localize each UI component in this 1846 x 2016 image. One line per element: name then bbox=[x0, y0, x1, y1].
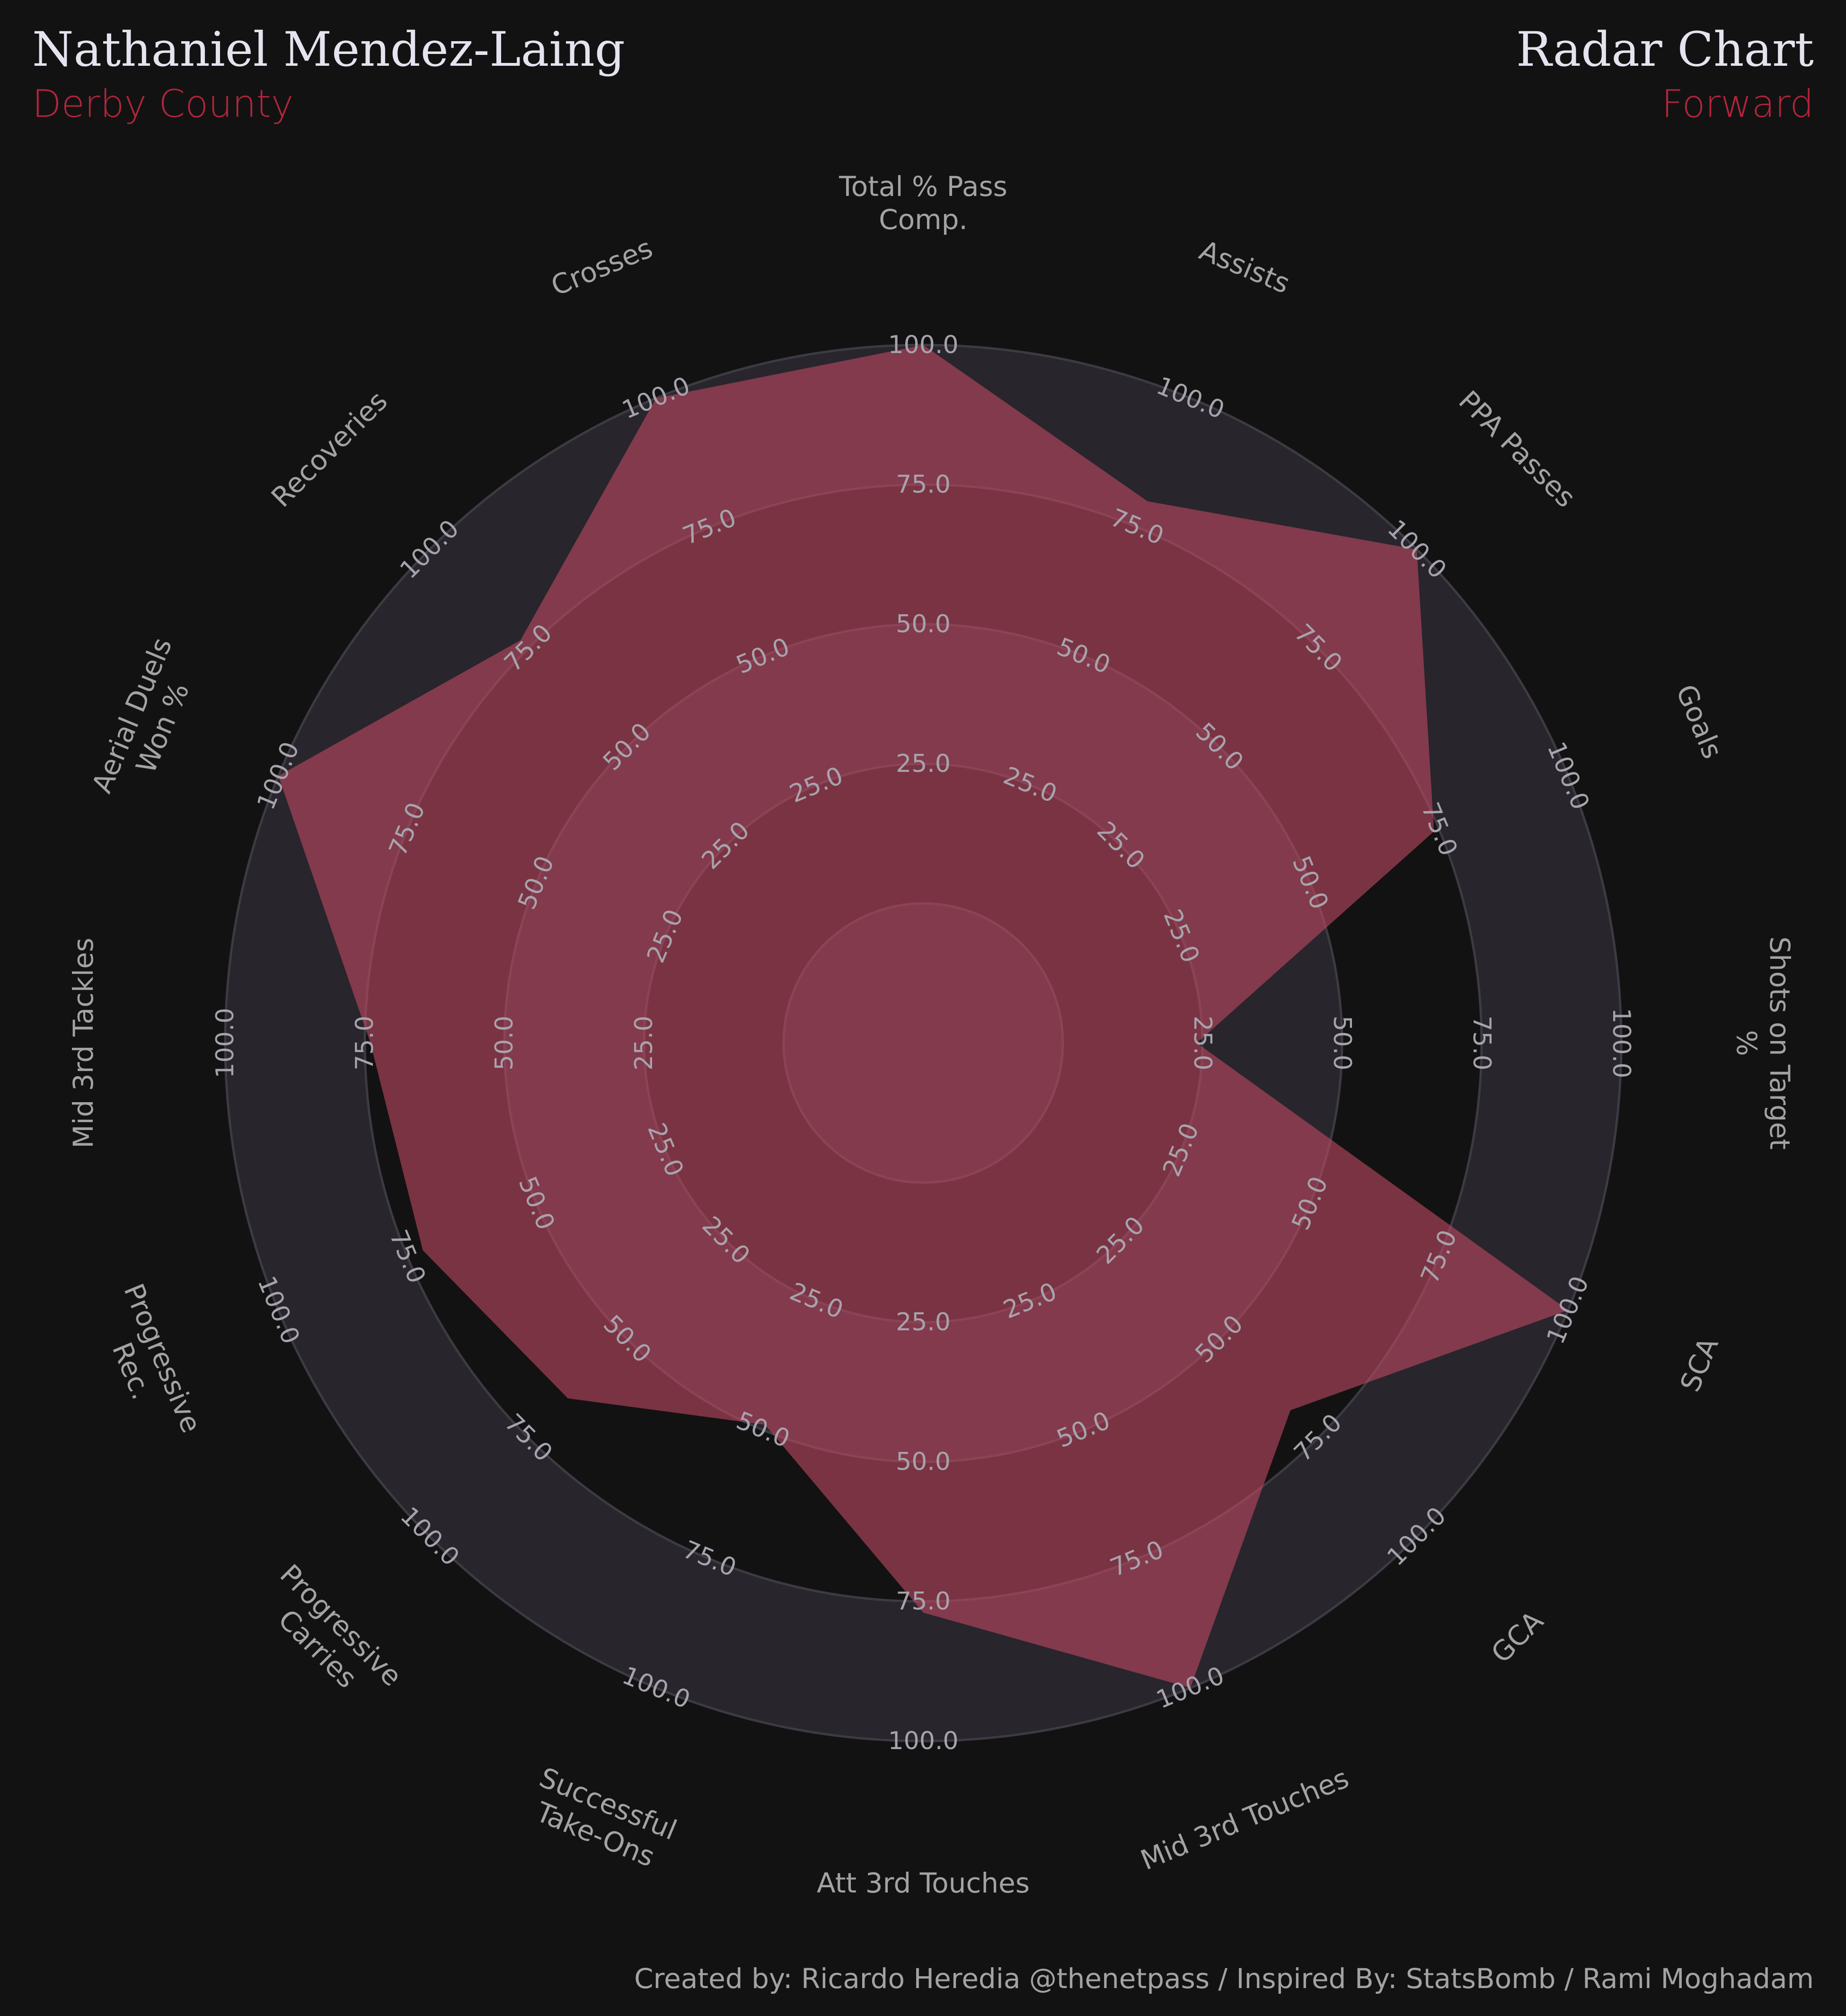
player-position: Forward bbox=[1661, 82, 1814, 126]
header-left: Nathaniel Mendez-Laing Derby County bbox=[32, 19, 625, 128]
radar-shape bbox=[278, 345, 1568, 1688]
radar-tick-label: 75.0 bbox=[896, 470, 951, 499]
radar-category-label-3: PPA Passes bbox=[1452, 384, 1581, 513]
radar-tick-label: 25.0 bbox=[896, 1308, 951, 1336]
radar-category-label-9: Att 3rd Touches bbox=[817, 1867, 1030, 1899]
radar-polygon bbox=[278, 345, 1568, 1688]
player-name: Nathaniel Mendez-Laing bbox=[32, 22, 625, 77]
radar-tick-label: 100.0 bbox=[1607, 1008, 1635, 1079]
radar-category-label-8: Mid 3rd Touches bbox=[1136, 1762, 1353, 1876]
team-name: Derby County bbox=[32, 82, 294, 126]
radar-category-label-2: Assists bbox=[1195, 234, 1294, 300]
radar-tick-label: 75.0 bbox=[351, 1016, 379, 1070]
radar-category-label-11: ProgressiveCarries bbox=[250, 1558, 408, 1716]
radar-tick-label: 25.0 bbox=[1188, 1016, 1217, 1070]
radar-tick-label: 75.0 bbox=[896, 1587, 951, 1616]
radar-tick-label: 50.0 bbox=[490, 1016, 519, 1070]
radar-tick-label: 100.0 bbox=[888, 1727, 959, 1755]
radar-category-label-6: SCA bbox=[1674, 1333, 1725, 1396]
header-right: Radar Chart Forward bbox=[1516, 19, 1814, 128]
radar-tick-label: 50.0 bbox=[896, 1448, 951, 1476]
radar-category-label-7: GCA bbox=[1485, 1605, 1550, 1670]
radar-tick-label: 25.0 bbox=[630, 1016, 658, 1070]
radar-category-label-14: Aerial DuelsWon % bbox=[86, 633, 209, 810]
chart-title: Radar Chart bbox=[1516, 22, 1814, 77]
radar-category-label-4: Goals bbox=[1669, 680, 1729, 763]
radar-tick-label: 100.0 bbox=[888, 331, 959, 359]
radar-category-label-15: Recoveries bbox=[265, 385, 394, 513]
radar-category-label-1: Total % Pass Comp. bbox=[839, 170, 1007, 236]
footer-credit: Created by: Ricardo Heredia @thenetpass … bbox=[634, 1963, 1814, 1995]
radar-category-label-16: Crosses bbox=[547, 232, 657, 302]
radar-tick-label: 75.0 bbox=[1467, 1016, 1496, 1070]
radar-tick-label: 100.0 bbox=[211, 1008, 239, 1079]
radar-category-label-13: Mid 3rd Tackles bbox=[67, 937, 99, 1148]
radar-tick-label: 50.0 bbox=[896, 610, 951, 638]
radar-tick-label: 50.0 bbox=[1328, 1016, 1356, 1070]
radar-tick-label: 25.0 bbox=[896, 750, 951, 778]
radar-category-label-5: Shots on Target% bbox=[1731, 937, 1796, 1150]
radar-category-label-10: SuccessfulTake-Ons bbox=[522, 1761, 681, 1877]
radar-category-label-12: ProgressiveRec. bbox=[87, 1279, 208, 1450]
